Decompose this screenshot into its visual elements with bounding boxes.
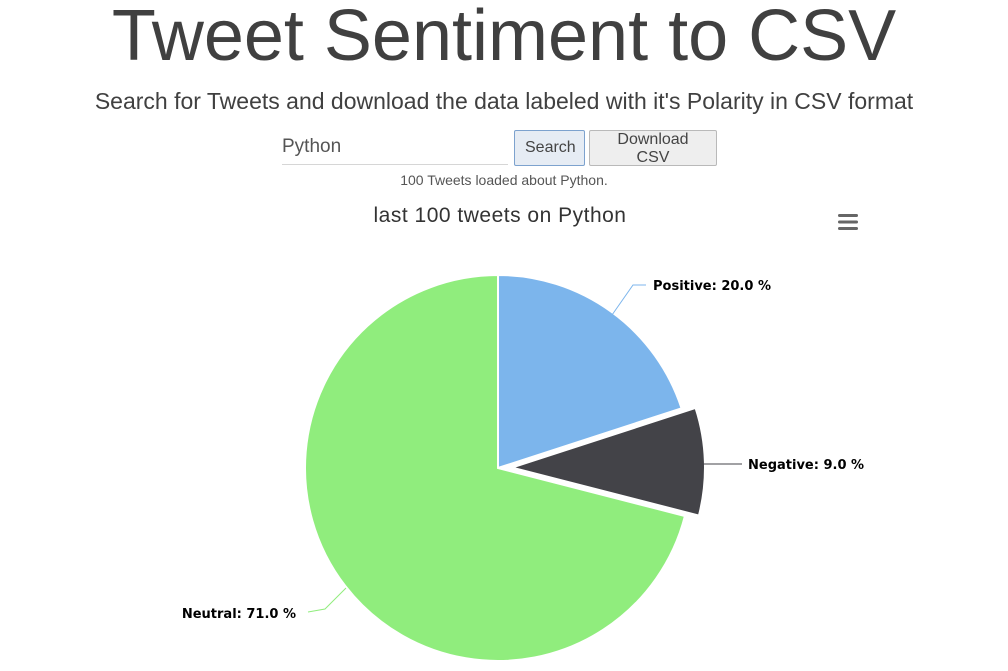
page-subtitle: Search for Tweets and download the data … [94,88,914,114]
data-label-positive: Positive: 20.0 % [653,279,771,294]
chart-title: last 100 tweets on Python [373,204,627,227]
hamburger-menu-icon[interactable] [834,210,862,234]
download-csv-button[interactable]: Download CSV [589,130,717,166]
pie-slice-positive[interactable] [497,273,683,470]
page-title: Tweet Sentiment to CSV [111,0,897,76]
status-message: 100 Tweets loaded about Python. [400,172,608,188]
data-label-neutral: Neutral: 71.0 % [182,607,296,622]
search-button[interactable]: Search [514,130,585,166]
pie-slice-neutral[interactable] [304,273,687,662]
search-input[interactable] [282,130,508,165]
data-label-negative: Negative: 9.0 % [748,458,864,473]
connector-line-neutral [307,587,347,613]
pie-slice-negative[interactable] [508,406,706,517]
connector-line-positive [611,284,646,316]
